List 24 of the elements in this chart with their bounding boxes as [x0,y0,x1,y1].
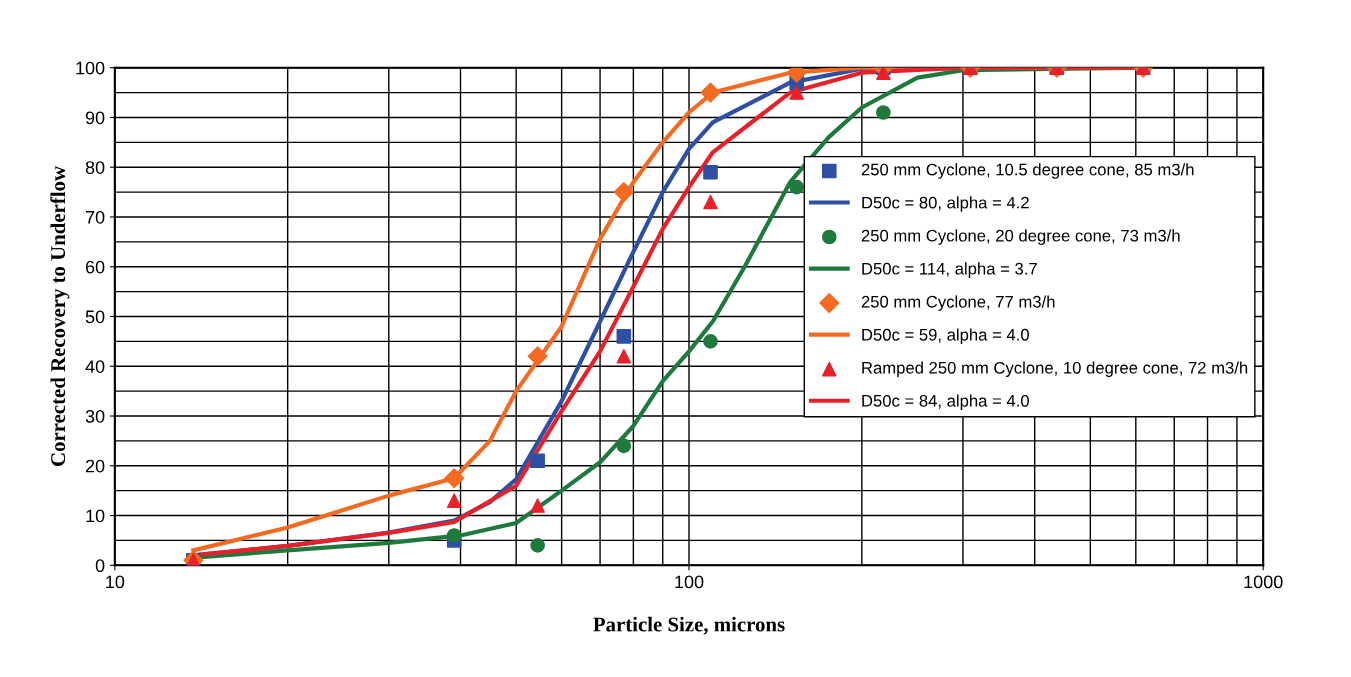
y-tick-label: 90 [85,111,105,125]
y-tick-label: 0 [95,559,105,573]
y-tick-label: 30 [85,409,105,423]
legend-label: D50c = 84, alpha = 4.0 [862,394,1029,411]
y-tick-label: 50 [85,310,105,324]
legend-label: 250 mm Cyclone, 20 degree cone, 73 m3/h [861,229,1180,245]
x-tick-label: 100 [675,575,704,589]
y-axis-title: Corrected Recovery to Underflow [50,166,70,466]
legend-label: 250 mm Cyclone, 10.5 degree cone, 85 m3/h [861,163,1194,179]
x-axis-title: Particle Size, microns [593,616,785,635]
x-tick-label: 10 [106,575,125,589]
legend-label: 250 mm Cyclone, 77 m3/h [861,295,1055,311]
legend-label: D50c = 114, alpha = 3.7 [862,262,1037,278]
legend-label: D50c = 80, alpha = 4.2 [862,196,1029,212]
y-tick-label: 80 [85,161,105,174]
y-tick-label: 10 [86,509,105,523]
y-tick-label: 60 [85,260,105,274]
y-tick-label: 20 [85,459,105,473]
legend-label: Ramped 250 mm Cyclone, 10 degree cone, 72 m3/h [862,361,1248,377]
y-tick-label: 100 [76,61,105,75]
y-tick-label: 70 [85,210,105,224]
y-tick-label: 40 [85,360,105,373]
legend-label: D50c = 59, alpha = 4.0 [862,328,1029,344]
x-tick-label: 1000 [1244,575,1283,589]
